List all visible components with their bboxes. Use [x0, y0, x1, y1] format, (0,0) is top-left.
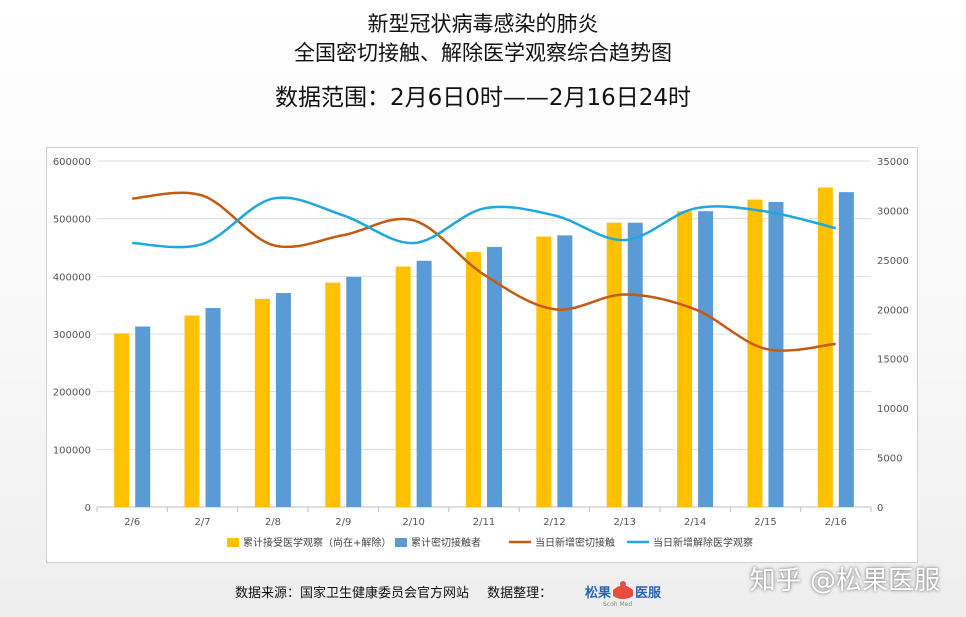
bar-cumulative-observation	[677, 211, 693, 508]
line-new-released	[132, 196, 837, 249]
bar-cumulative-observation	[817, 187, 833, 507]
legend-label: 当日新增密切接触	[535, 536, 615, 549]
svg-text:Scoh Med: Scoh Med	[603, 601, 632, 608]
y-left-tick-label: 100000	[53, 445, 91, 456]
bar-cumulative-contacts	[275, 293, 291, 507]
bar-cumulative-contacts	[205, 308, 221, 507]
bar-cumulative-contacts	[838, 192, 854, 507]
bar-cumulative-observation	[325, 282, 341, 507]
chart-title-line-2: 全国密切接触、解除医学观察综合趋势图	[294, 41, 672, 65]
bar-cumulative-observation	[254, 298, 270, 507]
y-right-tick-label: 25000	[877, 256, 909, 267]
x-tick-label: 2/12	[543, 517, 565, 528]
x-tick-label: 2/7	[194, 517, 210, 528]
x-tick-label: 2/10	[402, 517, 424, 528]
bar-cumulative-contacts	[627, 222, 643, 507]
title-block: 新型冠状病毒感染的肺炎 全国密切接触、解除医学观察综合趋势图 数据范围：2月6日…	[0, 10, 966, 113]
y-right-tick-label: 20000	[877, 305, 909, 316]
svg-text:松果: 松果	[585, 585, 611, 601]
bar-cumulative-contacts	[135, 326, 151, 507]
zhihu-watermark: 知乎 @松果医服	[749, 566, 940, 596]
legend-label: 累计接受医学观察（尚在+解除）	[243, 536, 391, 549]
y-left-tick-label: 200000	[53, 388, 91, 399]
bar-cumulative-contacts	[346, 276, 362, 507]
chart-title-line-1: 新型冠状病毒感染的肺炎	[367, 12, 599, 36]
bar-cumulative-observation	[606, 222, 622, 507]
line-new-contacts	[132, 191, 836, 352]
x-tick-label: 2/8	[265, 517, 281, 528]
combo-chart: 0 100000 200000 300000 400000 500000 600000 0 50…	[53, 157, 909, 549]
x-tick-label: 2/6	[124, 517, 140, 528]
bar-cumulative-observation	[184, 315, 200, 507]
data-source-text: 数据来源：国家卫生健康委员会官方网站	[235, 586, 470, 601]
y-left-tick-label: 600000	[53, 157, 91, 168]
y-left-tick-label: 400000	[53, 272, 91, 283]
bar-cumulative-contacts	[698, 211, 714, 508]
bar-cumulative-observation	[536, 236, 552, 507]
y-right-tick-label: 10000	[877, 404, 909, 415]
data-organizer-label: 数据整理：	[487, 586, 553, 601]
x-tick-label: 2/14	[684, 517, 706, 528]
y-right-tick-label: 0	[877, 503, 883, 514]
y-right-tick-label: 15000	[877, 355, 909, 366]
chart-area: 0 100000 200000 300000 400000 500000 600000 0 50…	[46, 147, 918, 563]
x-tick-label: 2/9	[335, 517, 351, 528]
x-tick-label: 2/13	[613, 517, 635, 528]
songguo-logo: 松果 医服 Scoh Med	[583, 578, 663, 608]
bar-cumulative-contacts	[557, 235, 573, 507]
y-right-tick-label: 35000	[877, 157, 909, 168]
bar-cumulative-observation	[395, 266, 411, 507]
legend-swatch	[227, 538, 239, 547]
y-left-tick-label: 500000	[53, 215, 91, 226]
x-tick-label: 2/11	[473, 517, 495, 528]
y-left-tick-label: 300000	[53, 330, 91, 341]
svg-text:医服: 医服	[635, 586, 662, 601]
legend-label: 累计密切接触者	[411, 536, 481, 549]
x-tick-label: 2/16	[825, 517, 847, 528]
bar-cumulative-contacts	[487, 246, 502, 507]
footer: 数据来源：国家卫生健康委员会官方网站 数据整理：	[235, 582, 566, 601]
legend-swatch	[395, 538, 407, 547]
legend-label: 当日新增解除医学观察	[653, 536, 753, 549]
y-right-tick-label: 30000	[877, 206, 909, 217]
chart-subtitle: 数据范围：2月6日0时——2月16日24时	[274, 85, 692, 111]
bar-cumulative-observation	[466, 252, 481, 507]
y-left-tick-label: 0	[85, 503, 91, 514]
bar-cumulative-contacts	[768, 201, 784, 507]
x-tick-label: 2/15	[754, 517, 776, 528]
y-right-tick-label: 5000	[877, 454, 902, 465]
bar-cumulative-contacts	[416, 260, 432, 507]
bar-cumulative-observation	[114, 333, 130, 507]
bar-cumulative-observation	[747, 199, 763, 507]
